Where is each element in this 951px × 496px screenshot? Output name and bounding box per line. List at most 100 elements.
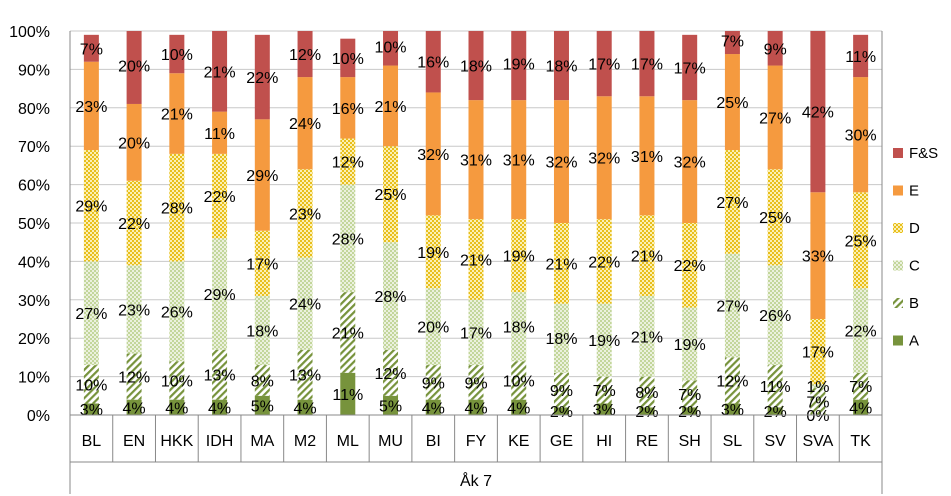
bar-segment xyxy=(511,361,527,400)
data-label: 4% xyxy=(422,400,445,417)
legend-swatch xyxy=(893,223,903,233)
bar-segment xyxy=(767,365,783,408)
bar-segment xyxy=(853,77,869,193)
data-label: 23% xyxy=(118,302,150,319)
data-label: 17% xyxy=(246,256,278,273)
x-tick-label: HI xyxy=(596,433,612,450)
bar-segment xyxy=(682,34,698,101)
bar-segment xyxy=(724,150,740,254)
bar-segment xyxy=(468,31,484,101)
x-tick-label: TK xyxy=(850,433,871,450)
y-tick-label: 70% xyxy=(18,139,50,156)
legend-item: C xyxy=(893,258,920,275)
bar-segment xyxy=(169,34,185,74)
bar-segment xyxy=(425,92,441,216)
data-label: 4% xyxy=(165,400,188,417)
bar-segment xyxy=(724,357,740,404)
legend-label: D xyxy=(909,220,920,237)
bar-segment xyxy=(425,288,441,366)
data-label: 4% xyxy=(208,400,231,417)
bars: 3% 10% 27% 29% 23% 7% 4% 12% 23% 22% 20% 20% 4% 10% 26… xyxy=(75,31,877,425)
bar-segment xyxy=(810,319,826,385)
y-tick-label: 20% xyxy=(18,331,50,348)
data-label: 25% xyxy=(759,210,791,227)
data-label: 22% xyxy=(246,70,278,87)
bar-segment xyxy=(553,31,569,101)
bar-segment xyxy=(553,372,569,408)
x-tick-label: MA xyxy=(250,433,274,450)
bar-segment xyxy=(126,180,142,266)
bar-segment xyxy=(297,77,313,170)
bar-stack-fy: 4% 9% 17% 21% 31% 18% xyxy=(460,31,492,417)
data-label: 18% xyxy=(545,331,577,348)
bar-segment xyxy=(383,31,399,66)
bar-segment xyxy=(340,138,356,185)
bar-segment xyxy=(383,242,399,350)
x-tick-label: SVA xyxy=(802,433,833,450)
data-label: 10% xyxy=(75,377,107,394)
data-label: 10% xyxy=(161,47,193,64)
bar-segment xyxy=(383,349,399,396)
bar-stack-en: 4% 12% 23% 22% 20% 20% xyxy=(118,31,150,417)
x-group-label: Åk 7 xyxy=(460,471,492,490)
data-label: 23% xyxy=(75,99,107,116)
data-label: 10% xyxy=(161,373,193,390)
data-label: 19% xyxy=(588,333,620,350)
bar-segment xyxy=(810,384,826,389)
bar-segment xyxy=(810,31,826,193)
data-label: 22% xyxy=(204,189,236,206)
bar-segment xyxy=(126,31,142,104)
bar-segment xyxy=(639,295,655,377)
data-label: 11% xyxy=(332,387,363,404)
x-tick-label: KE xyxy=(508,433,529,450)
data-label: 19% xyxy=(674,337,706,354)
bar-stack-re: 2% 8% 21% 21% 31% 17% xyxy=(631,31,663,421)
data-label: 27% xyxy=(759,110,791,127)
bar-segment xyxy=(639,31,655,97)
data-label: 33% xyxy=(802,249,834,266)
bar-segment xyxy=(767,265,783,366)
bar-segment xyxy=(83,61,99,151)
bar-stack-hkk: 4% 10% 26% 28% 21% 10% xyxy=(161,34,193,417)
legend-label: C xyxy=(909,258,920,275)
legend-swatch xyxy=(893,298,903,308)
bar-segment xyxy=(468,365,484,400)
bar-segment xyxy=(596,403,612,415)
bar-segment xyxy=(169,361,185,400)
bar-segment xyxy=(169,153,185,262)
data-label: 19% xyxy=(503,249,535,266)
data-label: 21% xyxy=(161,107,193,124)
data-label: 31% xyxy=(503,153,535,170)
bar-segment xyxy=(810,192,826,319)
bar-segment xyxy=(383,146,399,243)
data-label: 29% xyxy=(204,287,236,304)
bar-segment xyxy=(596,31,612,97)
bar-segment xyxy=(810,388,826,415)
data-label: 19% xyxy=(417,245,449,262)
data-label: 4% xyxy=(849,400,872,417)
x-tick-label: SH xyxy=(679,433,701,450)
y-tick-label: 100% xyxy=(9,24,50,41)
data-label: 9% xyxy=(422,375,445,392)
data-label: 7% xyxy=(849,379,872,396)
bar-segment xyxy=(297,257,313,350)
data-label: 10% xyxy=(503,373,535,390)
x-tick-label: MU xyxy=(378,433,403,450)
bar-stack-tk: 4% 7% 22% 25% 30% 11% xyxy=(845,34,877,417)
bar-segment xyxy=(126,399,142,415)
bar-segment xyxy=(767,31,783,66)
bar-segment xyxy=(126,265,142,354)
data-label: 9% xyxy=(764,41,787,58)
x-tick-label: BI xyxy=(426,433,441,450)
bar-segment xyxy=(425,215,441,289)
data-label: 12% xyxy=(716,373,748,390)
data-label: 17% xyxy=(802,345,834,362)
bar-segment xyxy=(126,353,142,400)
data-label: 12% xyxy=(118,370,150,387)
data-label: 4% xyxy=(293,400,316,417)
bar-segment xyxy=(83,365,99,404)
data-label: 17% xyxy=(588,57,620,74)
x-tick-label: BL xyxy=(82,433,102,450)
bar-segment xyxy=(853,192,869,289)
legend-swatch xyxy=(893,148,903,158)
